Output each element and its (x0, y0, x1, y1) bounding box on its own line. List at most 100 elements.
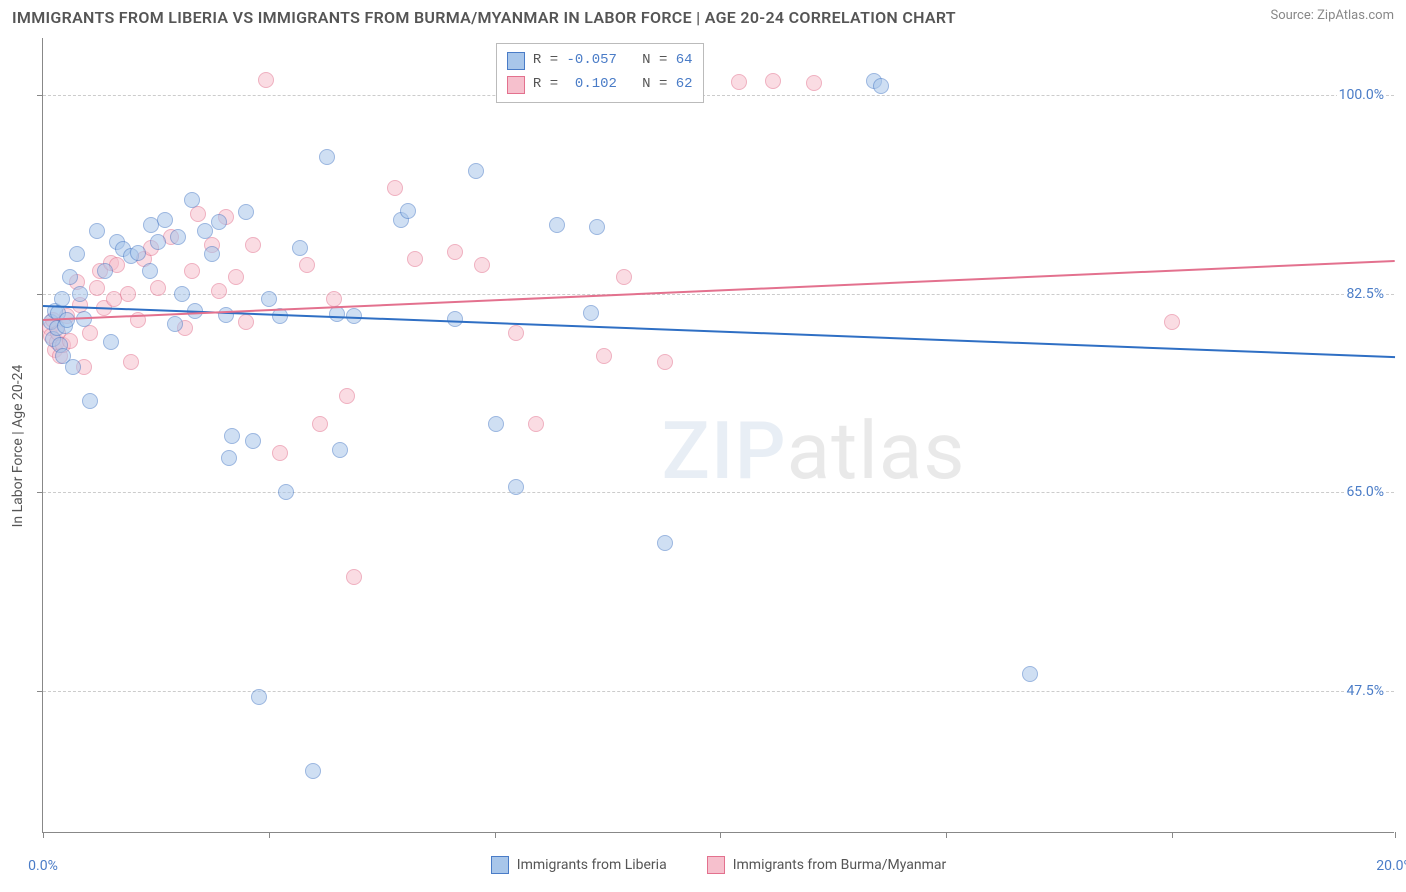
scatter-point (278, 484, 294, 500)
scatter-point (204, 246, 220, 262)
scatter-point (1022, 666, 1038, 682)
scatter-point (190, 206, 206, 222)
scatter-point (528, 416, 544, 432)
grid-line (43, 492, 1394, 493)
scatter-point (251, 689, 267, 705)
scatter-point (245, 433, 261, 449)
scatter-point (97, 263, 113, 279)
scatter-point (305, 763, 321, 779)
scatter-point (261, 291, 277, 307)
scatter-point (170, 229, 186, 245)
scatter-point (228, 269, 244, 285)
y-axis-tick-label: 100.0% (1337, 87, 1386, 103)
scatter-point (596, 348, 612, 364)
trend-line (43, 305, 1395, 358)
scatter-point (447, 244, 463, 260)
y-tick (37, 294, 43, 295)
legend-label: Immigrants from Liberia (517, 857, 667, 873)
legend-item: Immigrants from Burma/Myanmar (707, 856, 947, 874)
y-axis-tick-label: 82.5% (1344, 286, 1386, 302)
correlation-text: R = -0.057 N = 64 (533, 49, 693, 73)
scatter-point (82, 325, 98, 341)
scatter-point (224, 428, 240, 444)
scatter-point (657, 535, 673, 551)
scatter-point (142, 263, 158, 279)
scatter-point (657, 354, 673, 370)
scatter-point (312, 416, 328, 432)
scatter-point (89, 280, 105, 296)
correlation-legend-row: R = 0.102 N = 62 (507, 73, 693, 97)
scatter-point (447, 311, 463, 327)
legend-swatch (491, 856, 509, 874)
scatter-point (407, 251, 423, 267)
scatter-point (400, 203, 416, 219)
scatter-point (167, 316, 183, 332)
legend-swatch (507, 52, 525, 70)
x-tick (495, 832, 496, 838)
scatter-point (549, 217, 565, 233)
y-tick (37, 691, 43, 692)
scatter-point (157, 212, 173, 228)
scatter-point (299, 257, 315, 273)
scatter-point (69, 246, 85, 262)
grid-line (43, 691, 1394, 692)
scatter-point (765, 73, 781, 89)
scatter-point (806, 75, 822, 91)
scatter-point (583, 305, 599, 321)
scatter-point (468, 163, 484, 179)
correlation-legend: R = -0.057 N = 64R = 0.102 N = 62 (496, 43, 704, 103)
scatter-point (82, 393, 98, 409)
correlation-legend-row: R = -0.057 N = 64 (507, 49, 693, 73)
scatter-point (184, 263, 200, 279)
legend-label: Immigrants from Burma/Myanmar (733, 857, 947, 873)
scatter-point (120, 286, 136, 302)
grid-line (43, 294, 1394, 295)
scatter-point (1164, 314, 1180, 330)
series-legend: Immigrants from Liberia Immigrants from B… (43, 856, 1394, 874)
legend-swatch (507, 76, 525, 94)
correlation-text: R = 0.102 N = 62 (533, 73, 693, 97)
scatter-point (474, 257, 490, 273)
scatter-point (72, 286, 88, 302)
legend-item: Immigrants from Liberia (491, 856, 667, 874)
scatter-point (150, 234, 166, 250)
scatter-point (508, 325, 524, 341)
scatter-point (123, 354, 139, 370)
chart-title: IMMIGRANTS FROM LIBERIA VS IMMIGRANTS FR… (12, 8, 956, 27)
scatter-point (873, 78, 889, 94)
grid-line (43, 95, 1394, 96)
scatter-point (238, 204, 254, 220)
scatter-point (319, 149, 335, 165)
scatter-point (589, 219, 605, 235)
scatter-point (346, 569, 362, 585)
scatter-point (488, 416, 504, 432)
scatter-point (326, 291, 342, 307)
scatter-point (89, 223, 105, 239)
scatter-point (332, 442, 348, 458)
x-tick (43, 832, 44, 838)
scatter-point (245, 237, 261, 253)
scatter-point (211, 283, 227, 299)
scatter-point (508, 479, 524, 495)
x-tick (946, 832, 947, 838)
scatter-point (62, 269, 78, 285)
scatter-point (130, 245, 146, 261)
scatter-point (258, 72, 274, 88)
y-axis-label: In Labor Force | Age 20-24 (10, 365, 26, 528)
scatter-point (65, 359, 81, 375)
y-axis-tick-label: 47.5% (1344, 683, 1386, 699)
x-tick (720, 832, 721, 838)
watermark: ZIPatlas (662, 404, 966, 498)
scatter-point (292, 240, 308, 256)
scatter-point (103, 334, 119, 350)
header: IMMIGRANTS FROM LIBERIA VS IMMIGRANTS FR… (0, 0, 1406, 31)
scatter-point (238, 314, 254, 330)
scatter-point (218, 307, 234, 323)
y-axis-tick-label: 65.0% (1344, 484, 1386, 500)
y-tick (37, 95, 43, 96)
y-tick (37, 492, 43, 493)
scatter-point (731, 74, 747, 90)
scatter-point (150, 280, 166, 296)
scatter-point (221, 450, 237, 466)
legend-swatch (707, 856, 725, 874)
